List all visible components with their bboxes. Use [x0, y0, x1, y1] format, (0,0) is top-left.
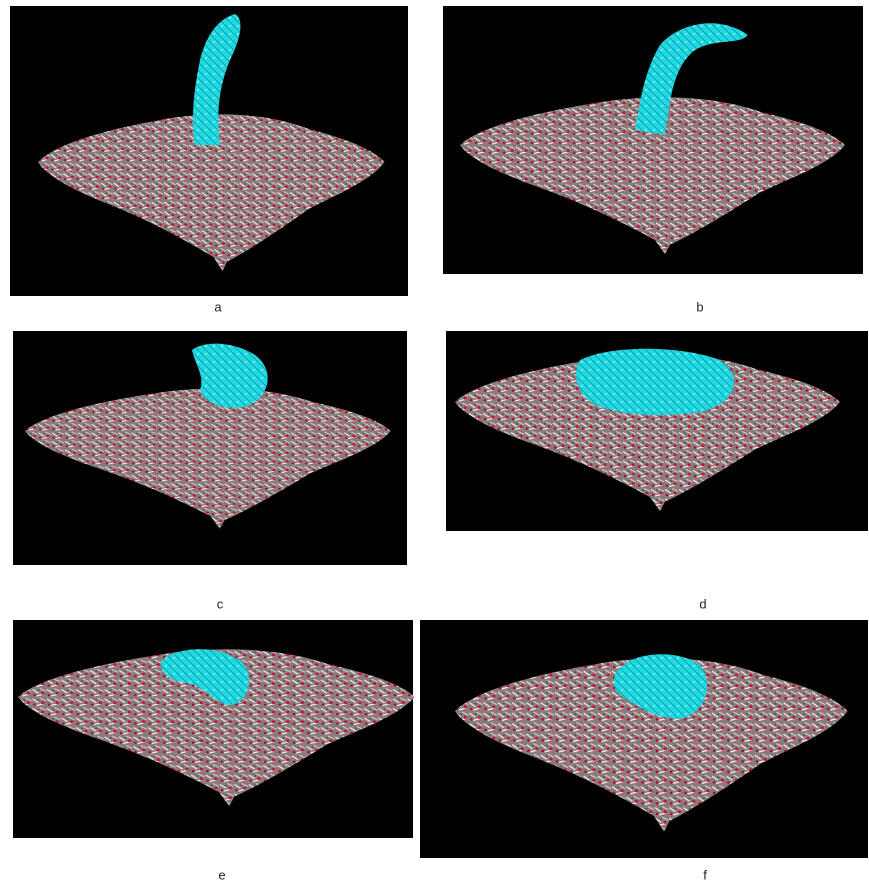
panel-label: e [218, 867, 225, 882]
figure: a b c d e f [0, 0, 869, 884]
panel-c [13, 331, 407, 565]
panel-label: a [214, 299, 222, 314]
panel-b [443, 6, 863, 274]
panel-label: f [703, 867, 707, 882]
panel-f [420, 620, 868, 858]
panel-a [10, 6, 408, 296]
panel-d [446, 331, 868, 531]
panel-label: b [696, 299, 703, 314]
panel-label: c [217, 596, 224, 611]
panel-e [13, 620, 415, 838]
panel-label: d [699, 596, 706, 611]
